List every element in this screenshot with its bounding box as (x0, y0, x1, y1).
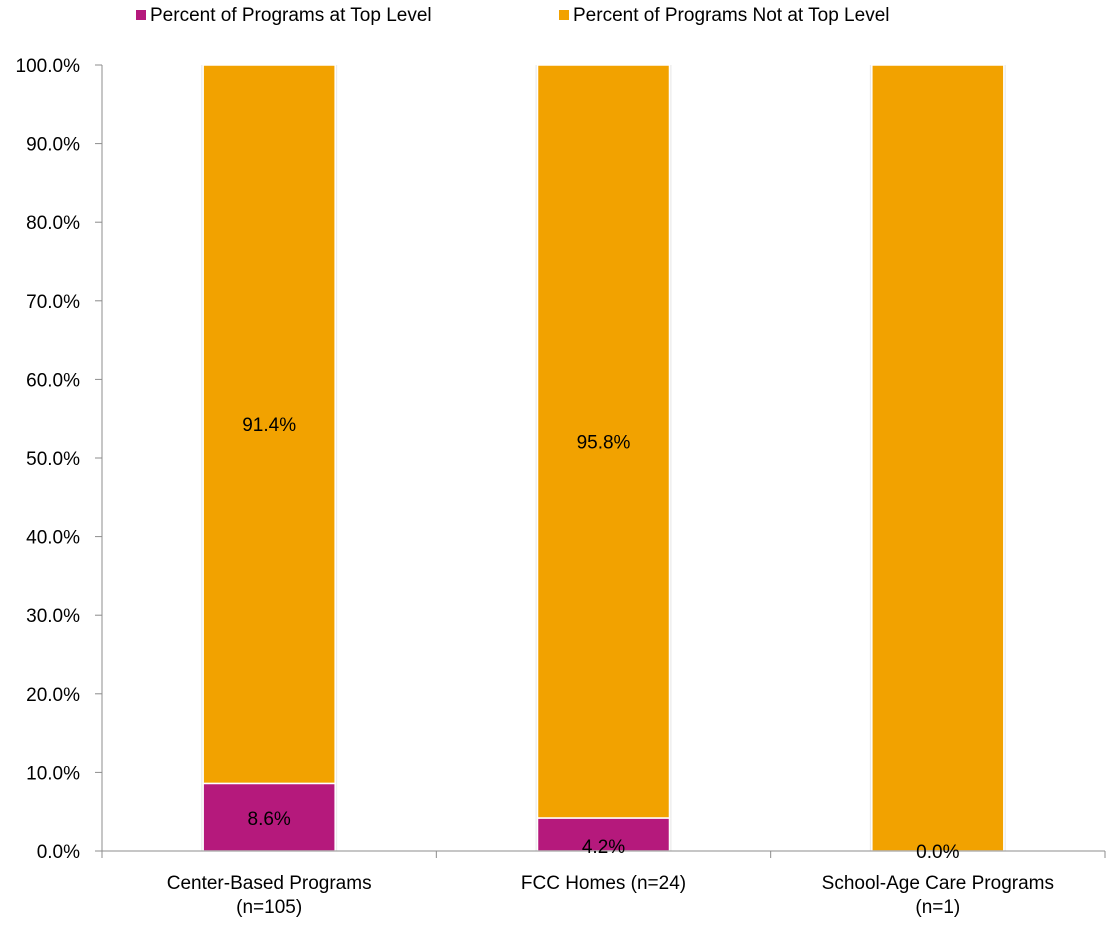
y-axis: 0.0% 10.0% 20.0% 30.0% 40.0% 50.0% 60.0% 70.0% 8… (16, 56, 103, 863)
x-category-label: School-Age Care Programs (822, 873, 1054, 894)
y-tick-label: 80.0% (26, 213, 80, 234)
x-category-label: (n=1) (915, 897, 960, 918)
y-tick-label: 10.0% (26, 763, 80, 784)
bar-segment-1-1 (536, 64, 671, 819)
data-label-0-0: 8.6% (248, 809, 291, 830)
bars-group (201, 64, 1006, 852)
y-tick-label: 70.0% (26, 292, 80, 313)
data-label-1-1: 95.8% (577, 432, 631, 453)
x-axis: Center-Based Programs (n=105) FCC Homes (n… (101, 850, 1106, 918)
legend-label-1: Percent of Programs Not at Top Level (573, 5, 889, 26)
x-category-label: (n=105) (236, 897, 302, 918)
y-tick-label: 40.0% (26, 528, 80, 549)
y-tick-label: 20.0% (26, 685, 80, 706)
bar-segment-1-0 (202, 64, 336, 785)
legend-label-0: Percent of Programs at Top Level (150, 5, 432, 26)
y-tick-label: 30.0% (26, 606, 80, 627)
bar-segment-0-0 (202, 782, 336, 852)
data-label-0-2: 0.0% (916, 842, 959, 863)
legend: Percent of Programs at Top Level Percent … (136, 5, 889, 26)
legend-swatch-1 (559, 10, 569, 20)
legend-swatch-0 (136, 10, 146, 20)
x-category-label: FCC Homes (n=24) (521, 873, 686, 894)
y-tick-label: 0.0% (37, 842, 80, 863)
y-tick-label: 90.0% (26, 135, 80, 156)
y-tick-label: 60.0% (26, 370, 80, 391)
data-label-1-0: 91.4% (242, 415, 296, 436)
y-tick-label: 50.0% (26, 449, 80, 470)
x-category-label: Center-Based Programs (167, 873, 372, 894)
data-labels-group: 8.6% 91.4% 4.2% 95.8% 0.0% (242, 415, 959, 863)
bar-segment-1-2 (871, 64, 1005, 852)
data-label-0-1: 4.2% (582, 837, 625, 858)
y-tick-label: 100.0% (16, 56, 81, 77)
